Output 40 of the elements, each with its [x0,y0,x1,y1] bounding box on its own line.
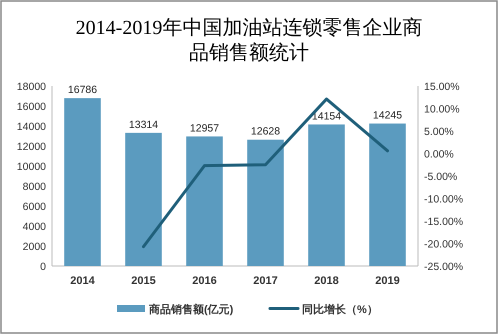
bar [369,124,406,266]
y2-tick-label: 0.00% [424,148,454,160]
y-tick-label: 14000 [16,121,46,133]
data-label: 13314 [128,118,158,131]
bar [247,140,284,266]
legend-label: 同比增长（%） [302,303,378,316]
x-tick-label: 2014 [70,275,96,287]
x-tick-label: 2017 [253,275,278,287]
x-tick-label: 2015 [131,275,156,287]
y-tick-label: 16000 [16,101,46,113]
bar [64,98,101,266]
data-label: 14154 [312,110,342,122]
y2-tick-label: -15.00% [424,216,464,228]
y-tick-label: 2000 [22,241,46,253]
data-label: 14245 [372,110,402,122]
y2-tick-label: -25.00% [424,261,464,273]
bar [308,124,345,266]
y-tick-label: 0 [40,261,46,273]
data-label: 12957 [190,122,220,134]
y2-tick-label: 10.00% [424,104,460,116]
y-tick-label: 18000 [16,81,46,93]
y-tick-label: 12000 [16,141,46,153]
y2-tick-label: -5.00% [424,171,458,183]
x-tick-label: 2018 [314,275,339,287]
y-tick-label: 6000 [22,201,46,213]
data-label: 16786 [68,84,98,96]
y2-tick-label: 5.00% [424,126,454,138]
bar [125,132,162,266]
chart-title: 2014-2019年中国加油站连锁零售企业商品销售额统计 [76,17,422,64]
y2-tick-label: -20.00% [424,238,464,250]
data-label: 12628 [250,126,280,138]
y-tick-label: 8000 [22,181,46,193]
y2-tick-label: 15.00% [424,81,460,93]
x-tick-label: 2019 [375,275,400,287]
y-tick-label: 4000 [22,221,46,233]
y2-tick-label: -10.00% [424,194,464,206]
legend-label: 商品销售额(亿元) [148,303,234,316]
y-tick-label: 10000 [16,161,46,173]
x-tick-label: 2016 [192,275,217,287]
bar [186,136,223,266]
